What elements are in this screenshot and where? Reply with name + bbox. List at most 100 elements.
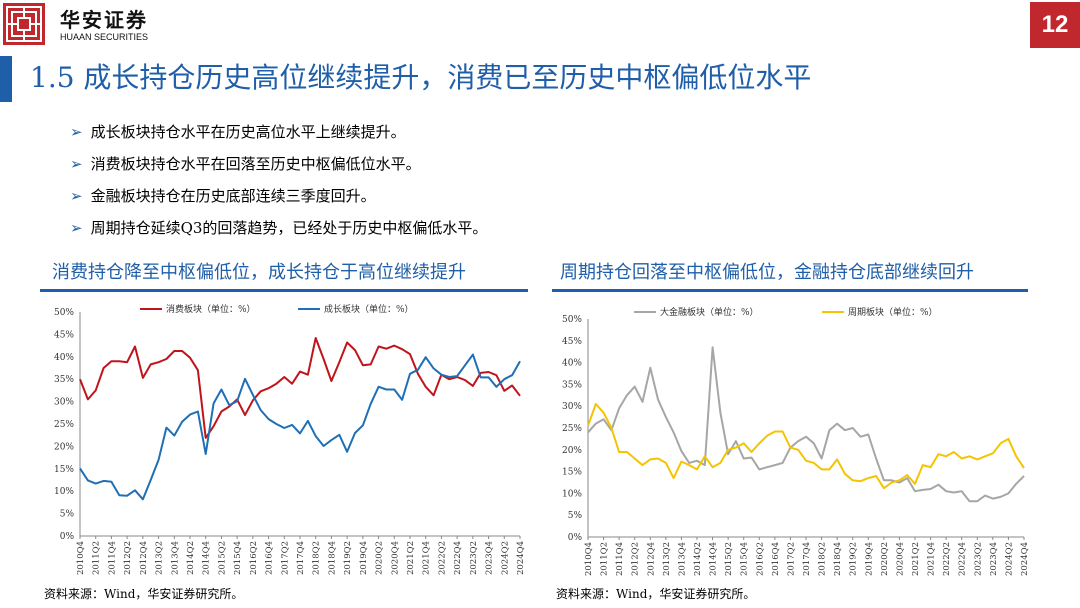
x-tick-label: 2023Q4 — [989, 542, 999, 576]
x-tick-label: 2015Q2 — [217, 541, 227, 575]
x-tick-label: 2023Q2 — [973, 542, 983, 576]
y-tick-label: 15% — [562, 468, 582, 478]
x-tick-label: 2013Q4 — [170, 541, 180, 575]
y-tick-label: 0% — [568, 533, 583, 543]
y-tick-label: 45% — [562, 337, 582, 347]
x-tick-label: 2015Q4 — [233, 541, 243, 575]
y-tick-label: 50% — [54, 308, 74, 318]
x-tick-label: 2020Q2 — [375, 541, 385, 575]
x-tick-label: 2021Q4 — [927, 542, 937, 576]
x-tick-label: 2022Q4 — [958, 542, 968, 576]
x-tick-label: 2016Q2 — [249, 541, 259, 575]
bullet-text: 周期持仓延续Q3的回落趋势，已经处于历史中枢偏低水平。 — [90, 219, 488, 237]
y-tick-label: 5% — [568, 511, 583, 521]
y-tick-label: 25% — [562, 424, 582, 434]
right-chart-source: 资料来源：Wind，华安证券研究所。 — [556, 587, 756, 601]
y-tick-label: 20% — [562, 446, 582, 456]
x-tick-label: 2020Q2 — [880, 542, 890, 576]
y-tick-label: 30% — [562, 402, 582, 412]
x-tick-label: 2010Q4 — [584, 542, 594, 576]
bullet-item: ➢ 金融板块持仓在历史底部连续三季度回升。 — [70, 183, 487, 215]
x-tick-label: 2013Q2 — [155, 541, 165, 575]
x-tick-label: 2024Q2 — [500, 541, 510, 575]
y-tick-label: 0% — [60, 532, 75, 542]
x-tick-label: 2015Q2 — [724, 542, 734, 576]
legend-label: 成长板块（单位：%） — [324, 303, 414, 315]
x-tick-label: 2014Q4 — [709, 542, 719, 576]
left-chart-source: 资料来源：Wind，华安证券研究所。 — [44, 587, 244, 601]
y-tick-label: 25% — [54, 420, 74, 430]
legend-label: 大金融板块（单位：%） — [660, 306, 759, 318]
x-tick-label: 2018Q2 — [312, 541, 322, 575]
x-tick-label: 2015Q4 — [740, 542, 750, 576]
bullet-text: 消费板块持仓水平在回落至历史中枢偏低位水平。 — [90, 155, 421, 173]
right-chart-underline — [552, 289, 1028, 292]
series-line — [79, 337, 521, 439]
x-tick-label: 2017Q2 — [786, 542, 796, 576]
x-tick-label: 2023Q2 — [469, 541, 479, 575]
y-tick-label: 15% — [54, 465, 74, 475]
series-line — [587, 346, 1025, 503]
x-tick-label: 2011Q2 — [92, 541, 102, 575]
y-tick-label: 45% — [54, 330, 74, 340]
y-tick-label: 20% — [54, 442, 74, 452]
x-tick-label: 2012Q4 — [646, 542, 656, 576]
arrow-bullet-icon: ➢ — [70, 155, 83, 173]
bullet-item: ➢ 周期持仓延续Q3的回落趋势，已经处于历史中枢偏低水平。 — [70, 215, 487, 247]
right-line-chart: 0% 5% 10% 15% 20% 25% 30% 35% 40% 45% 50% 2010Q4 201… — [562, 306, 1030, 576]
y-tick-label: 10% — [562, 489, 582, 499]
bullet-text: 金融板块持仓在历史底部连续三季度回升。 — [90, 187, 376, 205]
y-tick-label: 50% — [562, 315, 582, 325]
x-tick-label: 2021Q4 — [422, 541, 432, 575]
x-tick-label: 2016Q4 — [771, 542, 781, 576]
y-tick-label: 35% — [54, 375, 74, 385]
x-tick-label: 2014Q2 — [186, 541, 196, 575]
slide-title: 1.5 成长持仓历史高位继续提升，消费已至历史中枢偏低位水平 — [30, 61, 812, 94]
legend-label: 周期板块（单位：%） — [848, 306, 938, 318]
x-tick-label: 2017Q2 — [280, 541, 290, 575]
y-tick-label: 35% — [562, 380, 582, 390]
bullet-item: ➢ 消费板块持仓水平在回落至历史中枢偏低位水平。 — [70, 151, 487, 183]
x-tick-label: 2011Q4 — [615, 542, 625, 576]
bullet-list: ➢ 成长板块持仓水平在历史高位水平上继续提升。 ➢ 消费板块持仓水平在回落至历史中枢… — [70, 119, 487, 247]
x-tick-label: 2019Q4 — [359, 541, 369, 575]
huaan-logo-icon — [3, 3, 45, 45]
x-tick-label: 2012Q4 — [139, 541, 149, 575]
brand-name-cn: 华安证券 — [60, 8, 148, 32]
y-tick-label: 30% — [54, 398, 74, 408]
brand-name-en: HUAAN SECURITIES — [60, 32, 149, 42]
y-tick-label: 40% — [562, 359, 582, 369]
x-tick-label: 2021Q2 — [911, 542, 921, 576]
x-tick-label: 2016Q4 — [265, 541, 275, 575]
page-number: 12 — [1030, 2, 1080, 48]
arrow-bullet-icon: ➢ — [70, 123, 83, 141]
arrow-bullet-icon: ➢ — [70, 187, 83, 205]
title-accent-bar — [0, 56, 12, 102]
x-tick-label: 2020Q4 — [390, 541, 400, 575]
x-tick-label: 2024Q4 — [516, 541, 526, 575]
left-chart-title: 消费持仓降至中枢偏低位，成长持仓于高位继续提升 — [52, 262, 466, 283]
x-tick-label: 2018Q2 — [818, 542, 828, 576]
x-tick-label: 2012Q2 — [123, 541, 133, 575]
right-chart-title: 周期持仓回落至中枢偏低位，金融持仓底部继续回升 — [560, 262, 974, 283]
x-tick-label: 2022Q2 — [942, 542, 952, 576]
x-tick-label: 2024Q2 — [1004, 542, 1014, 576]
series-line — [587, 403, 1025, 490]
left-chart-underline — [40, 289, 528, 292]
y-tick-label: 10% — [54, 487, 74, 497]
x-tick-label: 2012Q2 — [631, 542, 641, 576]
x-tick-label: 2021Q2 — [406, 541, 416, 575]
x-tick-label: 2017Q4 — [296, 541, 306, 575]
x-tick-label: 2019Q2 — [343, 541, 353, 575]
x-tick-label: 2024Q4 — [1020, 542, 1030, 576]
x-tick-label: 2022Q2 — [437, 541, 447, 575]
arrow-bullet-icon: ➢ — [70, 219, 83, 237]
x-tick-label: 2013Q4 — [677, 542, 687, 576]
legend-label: 消费板块（单位：%） — [166, 303, 256, 315]
x-tick-label: 2018Q4 — [833, 542, 843, 576]
bullet-item: ➢ 成长板块持仓水平在历史高位水平上继续提升。 — [70, 119, 487, 151]
x-tick-label: 2017Q4 — [802, 542, 812, 576]
y-tick-label: 40% — [54, 353, 74, 363]
x-tick-label: 2022Q4 — [453, 541, 463, 575]
x-tick-label: 2018Q4 — [327, 541, 337, 575]
